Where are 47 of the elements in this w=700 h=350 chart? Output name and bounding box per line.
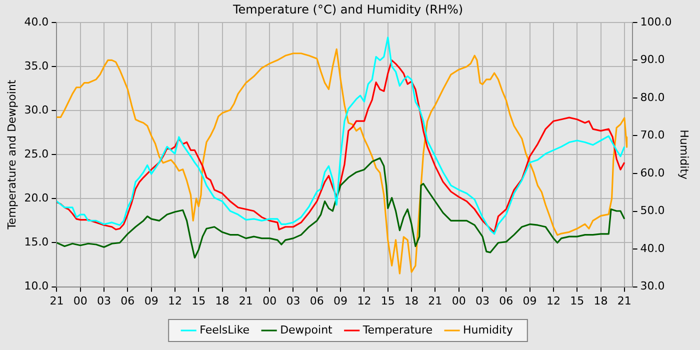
y2-tick-label: 60.0 <box>640 166 665 180</box>
y2-tick-label: 100.0 <box>640 15 672 28</box>
legend-label: FeelsLike <box>200 323 250 336</box>
x-tick-label: 18 <box>594 294 608 308</box>
y2-tick-label: 80.0 <box>640 90 665 104</box>
x-tick-label: 18 <box>215 294 230 308</box>
x-tick-label: 12 <box>168 294 182 308</box>
y-tick-label: 10.0 <box>24 280 49 293</box>
x-tick-label: 18 <box>404 294 419 308</box>
x-tick-label: 12 <box>357 294 372 308</box>
y-tick-label: 35.0 <box>24 59 49 72</box>
x-tick-label: 00 <box>262 294 277 308</box>
x-tick-label: 06 <box>120 294 135 308</box>
x-tick-label: 09 <box>334 294 348 308</box>
chart-title: Temperature (°C) and Humidity (RH%) <box>232 2 464 16</box>
legend-label: Dewpoint <box>280 323 334 336</box>
x-tick-label: 03 <box>475 294 490 308</box>
x-tick-label: 21 <box>428 294 442 308</box>
x-tick-label: 15 <box>570 294 584 308</box>
x-tick-label: 15 <box>380 294 395 308</box>
y-tick-label: 15.0 <box>24 236 49 249</box>
y-tick-label: 20.0 <box>24 192 49 205</box>
y2-tick-label: 90.0 <box>640 53 665 66</box>
x-tick-label: 09 <box>144 294 158 308</box>
x-tick-label: 12 <box>546 294 560 308</box>
y-tick-label: 40.0 <box>24 15 49 28</box>
x-tick-label: 21 <box>50 294 64 308</box>
x-tick-label: 00 <box>452 294 466 308</box>
x-tick-label: 03 <box>286 294 300 308</box>
y-axis-title: Temperature and Dewpoint <box>5 79 18 230</box>
y2-tick-label: 70.0 <box>640 128 665 142</box>
x-tick-label: 00 <box>73 294 88 308</box>
legend-label: Temperature <box>362 323 433 336</box>
x-tick-label: 03 <box>97 294 112 308</box>
y-tick-label: 30.0 <box>24 103 49 116</box>
x-tick-label: 06 <box>310 294 324 308</box>
x-tick-label: 09 <box>522 294 537 308</box>
legend-label: Humidity <box>463 323 514 336</box>
y2-axis-title: Humidity <box>678 130 691 180</box>
y-tick-label: 25.0 <box>24 147 49 160</box>
y2-tick-label: 50.0 <box>640 204 665 218</box>
x-tick-label: 21 <box>617 294 632 308</box>
x-tick-label: 06 <box>499 294 514 308</box>
y2-tick-label: 40.0 <box>640 242 665 255</box>
x-tick-label: 15 <box>192 294 206 308</box>
y2-tick-label: 30.0 <box>640 280 665 293</box>
x-tick-label: 21 <box>238 294 253 308</box>
